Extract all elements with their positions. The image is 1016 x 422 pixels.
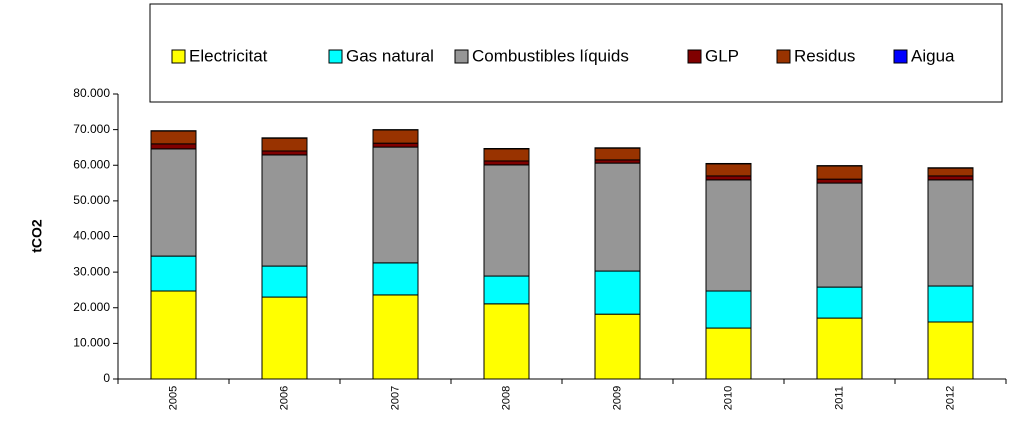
x-tick-label: 2011: [833, 386, 845, 410]
bar-segment: [483, 303, 530, 380]
bar-segment: [705, 163, 752, 177]
bar-segment: [927, 175, 974, 181]
bar-segment: [372, 129, 419, 144]
bar-segment: [150, 130, 197, 145]
y-tick-label: 10.000: [73, 336, 110, 350]
bar-segment: [816, 286, 863, 319]
x-tick-label: 2009: [611, 386, 623, 410]
bar-segment: [372, 142, 419, 148]
bar-segment: [372, 294, 419, 380]
bar-segment: [705, 290, 752, 329]
bar-segment: [261, 296, 308, 380]
x-tick-label: 2005: [167, 386, 179, 410]
y-axis-label: tCO2: [29, 219, 45, 253]
legend-box: [149, 3, 1003, 103]
bar-segment: [816, 178, 863, 184]
bar-segment: [372, 262, 419, 296]
bar-segment: [927, 285, 974, 323]
legend-swatch: [687, 49, 702, 64]
legend-label: Residus: [794, 46, 855, 65]
bar-segment: [150, 148, 197, 257]
bar-segment: [483, 275, 530, 305]
legend-label: GLP: [705, 46, 739, 65]
bar-segment: [261, 150, 308, 156]
legend-swatch: [328, 49, 343, 64]
bar-segment: [594, 313, 641, 380]
y-tick-label: 40.000: [73, 229, 110, 243]
bar-segment: [261, 154, 308, 267]
legend-swatch: [776, 49, 791, 64]
bar-segment: [594, 147, 641, 161]
legend-swatch: [893, 49, 908, 64]
legend-label: Gas natural: [346, 46, 434, 65]
bar-segment: [705, 175, 752, 181]
bar-segment: [150, 255, 197, 292]
y-tick-label: 50.000: [73, 193, 110, 207]
bar-segment: [261, 265, 308, 298]
bar-segment: [927, 167, 974, 177]
y-tick-label: 20.000: [73, 300, 110, 314]
bar-segment: [483, 160, 530, 166]
x-tick-label: 2010: [722, 386, 734, 410]
legend-label: Electricitat: [189, 46, 268, 65]
bar-segment: [927, 179, 974, 287]
bar-segment: [483, 148, 530, 162]
y-tick-label: 60.000: [73, 157, 110, 171]
legend-swatch: [171, 49, 186, 64]
y-tick-label: 70.000: [73, 122, 110, 136]
bar-segment: [150, 143, 197, 150]
x-tick-label: 2012: [944, 386, 956, 410]
x-tick-label: 2007: [389, 386, 401, 410]
bar-segment: [594, 270, 641, 315]
bar-segment: [816, 165, 863, 180]
bar-segment: [483, 164, 530, 277]
x-tick-label: 2006: [278, 386, 290, 410]
x-tick-label: 2008: [500, 386, 512, 410]
legend-swatch: [454, 49, 469, 64]
bar-segment: [372, 146, 419, 264]
y-tick-label: 30.000: [73, 264, 110, 278]
y-tick-label: 80.000: [73, 86, 110, 100]
bar-segment: [705, 327, 752, 380]
bar-segment: [594, 162, 641, 272]
bar-segment: [927, 321, 974, 380]
bar-segment: [705, 179, 752, 292]
bar-segment: [816, 182, 863, 288]
legend-label: Aigua: [911, 46, 955, 65]
legend-label: Combustibles líquids: [472, 46, 629, 65]
bar-segment: [816, 317, 863, 380]
bar-segment: [150, 290, 197, 380]
y-tick-label: 0: [103, 371, 110, 385]
bar-segment: [261, 137, 308, 152]
